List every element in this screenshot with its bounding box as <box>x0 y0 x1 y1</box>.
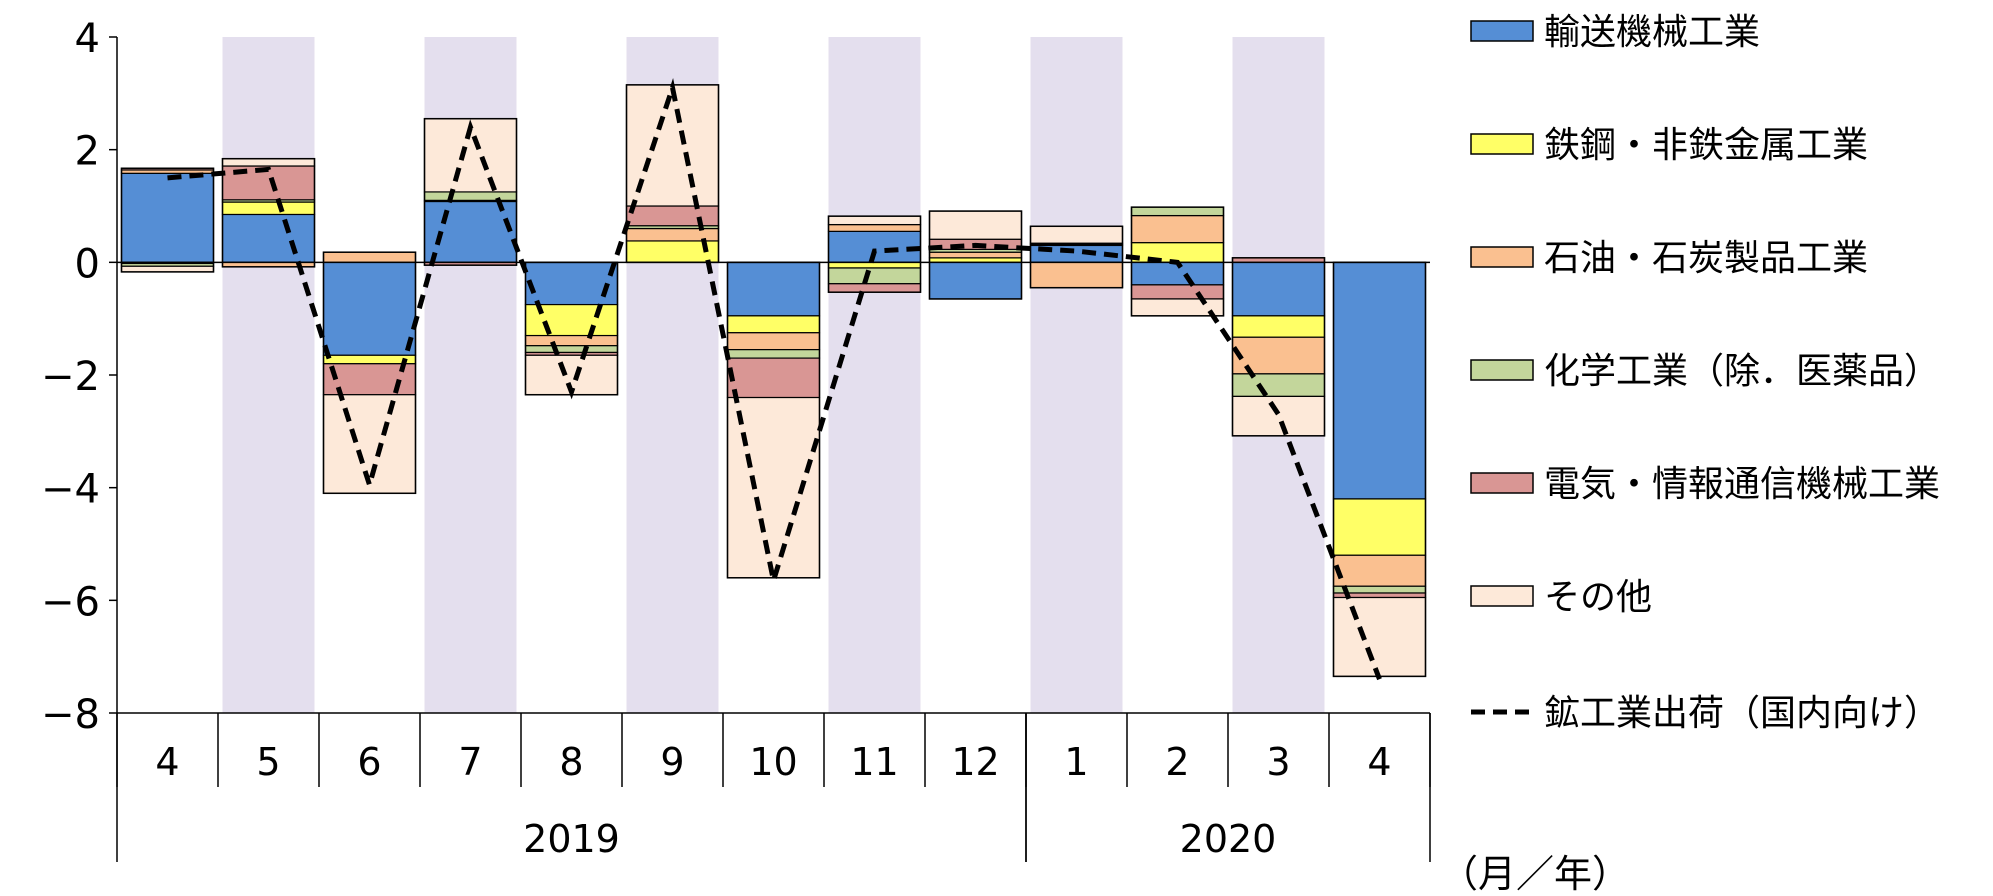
legend-label: その他 <box>1544 577 1652 618</box>
x-tick-label: 6 <box>357 740 381 784</box>
x-tick-label: 12 <box>951 740 999 784</box>
bar-segment <box>221 201 316 216</box>
bar-segment <box>1231 315 1326 338</box>
y-tick-label: 4 <box>75 16 100 62</box>
x-tick-label: 5 <box>256 740 280 784</box>
bar-segment <box>827 215 922 226</box>
bar-outline <box>322 251 417 495</box>
legend-swatch <box>1470 585 1534 607</box>
x-tick-label: 1 <box>1064 740 1088 784</box>
legend-label: 電気・情報通信機械工業 <box>1544 464 1940 505</box>
bar-outline <box>120 167 215 273</box>
bar-segment <box>322 261 417 356</box>
bar-segment <box>423 191 518 201</box>
bar-segment <box>1231 373 1326 398</box>
legend-swatch <box>1470 20 1534 42</box>
x-tick-label: 2 <box>1165 740 1189 784</box>
bar-outline <box>1029 225 1124 289</box>
bar-segment <box>524 334 619 347</box>
bar-segment <box>1332 554 1427 587</box>
bar-outline <box>1130 206 1225 317</box>
x-tick-label: 11 <box>850 740 898 784</box>
legend-label: 化学工業（除．医薬品） <box>1544 351 1940 392</box>
stacked-bars <box>120 84 1427 678</box>
shade-band <box>222 37 315 713</box>
bar-outline <box>928 210 1023 300</box>
x-tick-label: 4 <box>1367 740 1391 784</box>
bar-segment <box>625 84 720 207</box>
bar-segment <box>726 261 821 317</box>
bar-segment <box>1332 498 1427 556</box>
bar-outline <box>827 215 922 293</box>
x-tick-label: 8 <box>559 740 583 784</box>
axis-unit-label: （月／年） <box>1440 852 1630 896</box>
bar-segment <box>221 213 316 263</box>
bar-segment <box>726 332 821 351</box>
bar-segment <box>726 349 821 359</box>
bar-segment <box>1130 206 1225 217</box>
bar-segment <box>827 223 922 232</box>
bar-segment <box>524 345 619 354</box>
bar-segment <box>322 251 417 263</box>
bar-outline <box>1231 257 1326 437</box>
bar-segment <box>625 205 720 227</box>
x-tick-label: 4 <box>155 740 179 784</box>
bar-segment <box>726 396 821 579</box>
bar-segment <box>1231 261 1326 317</box>
bar-segment <box>827 267 922 285</box>
y-tick-label: −6 <box>41 579 100 625</box>
bar-segment <box>827 261 922 269</box>
bar-segment <box>827 283 922 293</box>
legend-label: 鉄鋼・非鉄金属工業 <box>1544 125 1868 166</box>
bar-segment <box>1130 242 1225 263</box>
y-tick-label: −8 <box>41 692 100 738</box>
bar-segment <box>221 158 316 167</box>
bar-segment <box>1130 214 1225 244</box>
bar-segment <box>1231 395 1326 437</box>
bar-outline <box>423 117 518 266</box>
year-label: 2019 <box>523 817 620 861</box>
bar-segment <box>726 357 821 399</box>
legend-swatch <box>1470 472 1534 494</box>
x-tick-label: 7 <box>458 740 482 784</box>
x-tick-label: 10 <box>749 740 797 784</box>
legend-swatch <box>1470 246 1534 268</box>
bar-segment <box>120 265 215 273</box>
x-tick-label: 3 <box>1266 740 1290 784</box>
bar-segment <box>726 315 821 334</box>
legend-swatch <box>1470 359 1534 381</box>
bar-segment <box>1332 596 1427 677</box>
legend-label: 輸送機械工業 <box>1544 12 1760 53</box>
year-label: 2020 <box>1180 817 1277 861</box>
shade-band <box>828 37 921 713</box>
legend-label: 石油・石炭製品工業 <box>1544 238 1868 279</box>
bar-segment <box>928 251 1023 259</box>
bar-segment <box>120 172 215 263</box>
bar-segment <box>1029 261 1124 289</box>
legend-swatch <box>1470 133 1534 155</box>
legend-label: 鉱工業出荷（国内向け） <box>1544 693 1940 734</box>
y-tick-label: 2 <box>75 129 100 175</box>
bar-outline <box>221 157 316 268</box>
shade-band <box>1030 37 1123 713</box>
bar-segment <box>1029 225 1124 244</box>
y-tick-label: 0 <box>75 241 100 287</box>
bar-segment <box>928 261 1023 300</box>
bar-segment <box>524 261 619 306</box>
bar-segment <box>928 210 1023 240</box>
bar-segment <box>1332 261 1427 500</box>
y-tick-label: −2 <box>41 354 100 400</box>
y-tick-label: −4 <box>41 467 100 513</box>
x-tick-label: 9 <box>660 740 684 784</box>
bar-segment <box>1130 284 1225 300</box>
